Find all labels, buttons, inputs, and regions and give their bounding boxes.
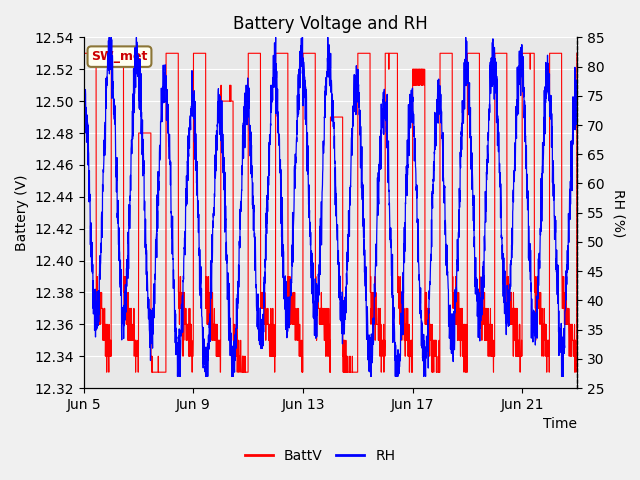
Text: SW_met: SW_met bbox=[92, 50, 148, 63]
Legend: BattV, RH: BattV, RH bbox=[239, 443, 401, 468]
Y-axis label: RH (%): RH (%) bbox=[611, 189, 625, 237]
Y-axis label: Battery (V): Battery (V) bbox=[15, 174, 29, 251]
X-axis label: Time: Time bbox=[543, 418, 577, 432]
Title: Battery Voltage and RH: Battery Voltage and RH bbox=[233, 15, 428, 33]
